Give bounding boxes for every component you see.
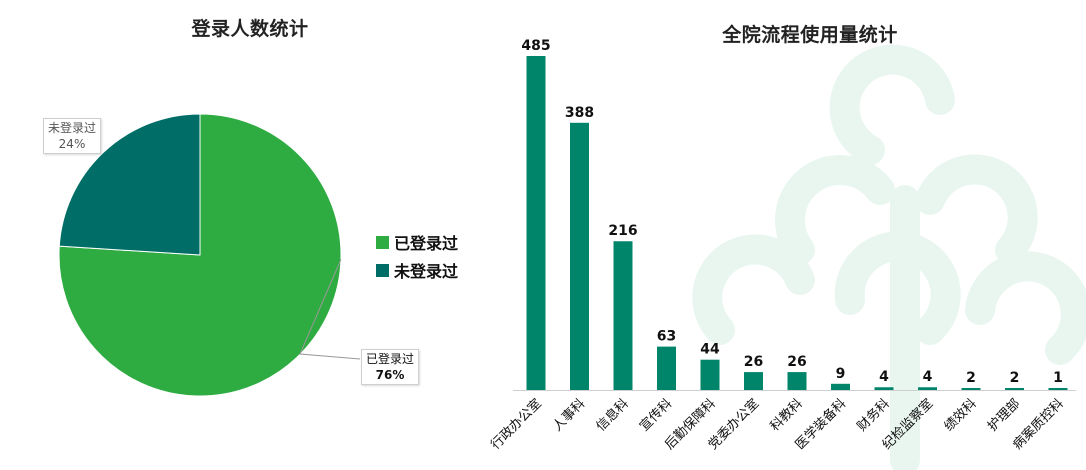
- legend-swatch-logged-in: [376, 235, 389, 249]
- bar-value-label-1: 485: [521, 38, 550, 54]
- bar-5[interactable]: [700, 359, 720, 390]
- bar-value-label-10: 4: [923, 369, 933, 385]
- legend-item-not-logged-in[interactable]: 未登录过: [376, 256, 458, 284]
- bar-category-label-3: 信息科: [593, 396, 632, 435]
- bar-value-label-3: 216: [608, 223, 637, 239]
- bar-category-label-2: 人事科: [550, 396, 588, 434]
- bar-value-label-2: 388: [565, 105, 594, 121]
- pie-slice-not-logged-in[interactable]: [58, 113, 201, 256]
- pie-label-logged-in: 已登录过 76%: [361, 349, 420, 385]
- bar-9[interactable]: [874, 387, 894, 390]
- bar-7[interactable]: [787, 372, 807, 390]
- bar-13[interactable]: [1048, 388, 1068, 390]
- bar-4[interactable]: [657, 346, 676, 390]
- bar-value-label-9: 4: [879, 369, 889, 385]
- bar-category-label-12: 护理部: [985, 396, 1023, 434]
- pie-label-logged-in-name: 已登录过: [366, 352, 415, 366]
- pie-label-not-logged-in: 未登录过 24%: [43, 118, 102, 154]
- legend-label-logged-in: 已登录过: [394, 234, 459, 253]
- legend-label-not-logged-in: 未登录过: [394, 262, 459, 281]
- bar-category-label-9: 财务科: [854, 396, 893, 435]
- pie-chart-title: 登录人数统计: [191, 18, 309, 40]
- legend-swatch-not-logged-in: [376, 263, 389, 277]
- bar-value-label-7: 26: [787, 354, 806, 370]
- pie-label-logged-in-percent: 76%: [375, 368, 405, 382]
- pie-label-not-logged-in-name: 未登录过: [48, 121, 97, 135]
- pie-legend: 已登录过 未登录过: [376, 228, 458, 284]
- bar-12[interactable]: [1005, 388, 1024, 390]
- bar-value-label-8: 9: [836, 366, 846, 382]
- pie-slice-logged-in[interactable]: [58, 113, 342, 397]
- bar-value-label-5: 44: [700, 342, 720, 358]
- bar-value-label-13: 1: [1053, 370, 1063, 386]
- bar-value-label-4: 63: [657, 329, 676, 345]
- bar-value-label-12: 2: [1010, 370, 1020, 386]
- bar-6[interactable]: [744, 372, 763, 390]
- legend-item-logged-in[interactable]: 已登录过: [376, 228, 458, 256]
- bar-value-label-11: 2: [966, 370, 976, 386]
- bar-1[interactable]: [526, 56, 546, 390]
- bar-value-label-6: 26: [744, 354, 763, 370]
- pie-label-not-logged-in-percent: 24%: [58, 137, 86, 151]
- bar-2[interactable]: [570, 122, 589, 391]
- bar-category-label-4: 宣传科: [636, 396, 675, 435]
- bar-category-label-11: 绩效科: [942, 396, 980, 434]
- bar-chart-title: 全院流程使用量统计: [722, 24, 898, 46]
- bar-3[interactable]: [613, 241, 633, 390]
- bar-category-label-1: 行政办公室: [488, 396, 545, 453]
- pie-leader-line-logged-in: [299, 259, 361, 360]
- bar-8[interactable]: [831, 383, 850, 390]
- bar-11[interactable]: [961, 388, 981, 390]
- bar-10[interactable]: [918, 387, 937, 390]
- bar-category-label-7: 科教科: [767, 396, 806, 435]
